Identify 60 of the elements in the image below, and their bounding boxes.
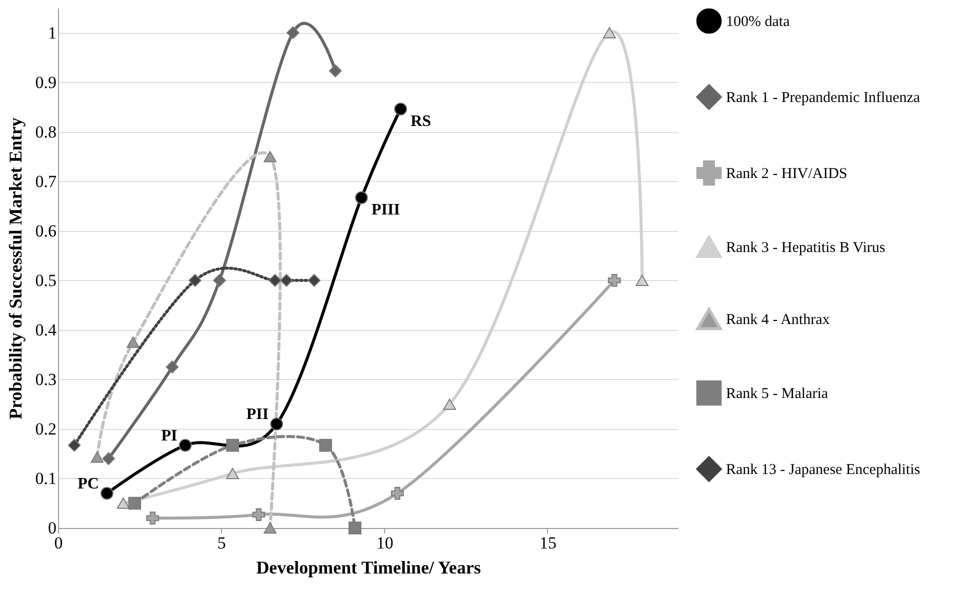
legend-label: Rank 2 - HIV/AIDS — [726, 166, 848, 182]
y-tick-label: 0.8 — [35, 122, 56, 142]
y-tick-label: 1 — [48, 23, 56, 42]
y-tick-label: 0.1 — [35, 468, 56, 488]
point — [264, 150, 277, 162]
point — [213, 274, 226, 287]
x-tick-label: 15 — [539, 534, 556, 552]
point — [68, 438, 81, 452]
point — [264, 522, 277, 534]
y-tick-label: 0 — [48, 518, 56, 538]
x-tick-label: 10 — [376, 534, 394, 552]
y-tick-label: 0.2 — [35, 419, 56, 438]
legend-label: Rank 4 - Anthrax — [726, 312, 830, 328]
x-tick-label: 5 — [217, 534, 226, 552]
legend-label: Rank 3 - Hepatitis B Virus — [726, 240, 886, 256]
legend-label: Rank 13 - Japanese Encephalitis — [726, 462, 920, 478]
point — [102, 452, 115, 466]
point — [328, 64, 342, 78]
point — [188, 274, 202, 287]
annotation: PIII — [371, 202, 400, 219]
point — [126, 336, 140, 348]
annotation: PII — [246, 406, 269, 423]
annotation: PC — [78, 475, 99, 492]
legend-label: 100% data — [726, 14, 790, 30]
y-tick-label: 0.5 — [35, 270, 56, 290]
y-axis-title: Probability of Successful Market Entry — [5, 118, 26, 420]
point — [608, 274, 621, 287]
point — [166, 360, 179, 374]
y-tick-label: 0.6 — [35, 221, 56, 240]
x-axis-title: Development Timeline/ Years — [256, 558, 481, 578]
y-tick-label: 0.3 — [35, 370, 56, 389]
point — [100, 486, 114, 500]
point — [252, 508, 266, 522]
y-tick-label: 0.4 — [35, 320, 57, 340]
point — [308, 274, 321, 287]
annotation: RS — [410, 113, 432, 130]
annotation: PI — [161, 427, 178, 444]
point — [286, 26, 300, 40]
legend-label: Rank 5 - Malaria — [726, 386, 828, 402]
point — [270, 418, 284, 430]
point — [603, 27, 616, 38]
point — [355, 191, 368, 204]
point — [636, 274, 649, 286]
point — [226, 438, 239, 452]
point — [348, 522, 362, 534]
point — [178, 438, 192, 452]
point — [128, 496, 142, 510]
point — [280, 274, 293, 287]
point — [390, 486, 404, 500]
y-tick-label: 0.9 — [35, 72, 56, 92]
y-tick-label: 0.7 — [35, 172, 57, 191]
point — [146, 512, 160, 525]
point — [319, 438, 332, 452]
legend-label: Rank 1 - Prepandemic Influenza — [726, 90, 920, 106]
point — [268, 274, 282, 287]
point — [116, 498, 130, 509]
point — [443, 398, 456, 410]
point — [90, 452, 104, 463]
point — [394, 102, 408, 116]
point — [226, 468, 239, 480]
